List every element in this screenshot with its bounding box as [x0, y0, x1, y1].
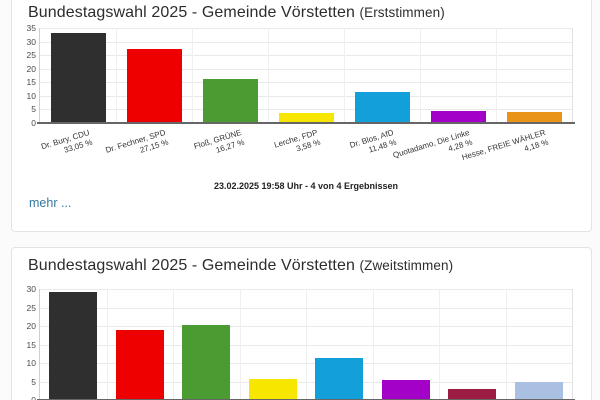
gridline-vertical — [506, 289, 507, 400]
gridline-horizontal — [40, 41, 572, 43]
y-axis-tick: 0 — [31, 118, 36, 128]
bar — [116, 330, 164, 400]
gridline-vertical — [116, 28, 117, 123]
zweitstimmen-chart-title: Bundestagswahl 2025 - Gemeinde Vörstette… — [28, 257, 453, 275]
gridline-vertical — [306, 289, 307, 400]
bar — [182, 325, 230, 400]
results-timestamp: 23.02.2025 19:58 Uhr - 4 von 4 Ergebniss… — [213, 181, 399, 191]
gridline-vertical — [107, 289, 108, 400]
gridline-vertical — [240, 289, 241, 400]
gridline-vertical — [420, 28, 421, 123]
y-axis-tick: 0 — [31, 395, 36, 400]
bar — [507, 112, 562, 123]
y-axis-tick: 15 — [26, 339, 36, 350]
y-axis-tick: 10 — [26, 90, 36, 101]
bar — [448, 389, 496, 400]
erststimmen-bar-chart: 0 5 10 15 20 25 30 35 Dr. Bury, CDU 33,05 % Dr. Fe… — [27, 23, 575, 162]
y-axis-tick: 5 — [31, 376, 36, 387]
erststimmen-card: Bundestagswahl 2025 - Gemeinde Vörstette… — [11, 0, 592, 232]
bar — [315, 358, 363, 400]
y-axis-tick: 25 — [26, 302, 36, 313]
bar — [382, 380, 430, 400]
y-axis-tick: 20 — [26, 321, 36, 331]
more-link[interactable]: mehr ... — [29, 196, 72, 210]
y-axis-tick: 30 — [26, 284, 36, 294]
bar — [249, 379, 297, 400]
gridline-vertical — [268, 28, 269, 123]
gridline-horizontal — [40, 68, 572, 70]
gridline-vertical — [173, 289, 174, 400]
bar — [49, 292, 97, 400]
gridline-vertical — [373, 289, 374, 400]
chart-title-sub: (Erststimmen) — [359, 5, 445, 20]
gridline-vertical — [344, 28, 345, 123]
y-axis-tick: 15 — [26, 77, 36, 88]
gridline-horizontal — [40, 109, 572, 111]
bar — [279, 113, 334, 123]
gridline-horizontal — [40, 55, 572, 57]
bar — [127, 49, 182, 123]
bar — [51, 33, 106, 123]
x-axis-line — [37, 122, 575, 124]
gridline-vertical — [439, 289, 440, 400]
zweitstimmen-card: Bundestagswahl 2025 - Gemeinde Vörstette… — [11, 247, 592, 400]
y-axis-tick: 5 — [31, 104, 36, 115]
bar — [203, 79, 258, 123]
erststimmen-chart-title: Bundestagswahl 2025 - Gemeinde Vörstette… — [28, 4, 445, 22]
chart-title-main: Bundestagswahl 2025 - Gemeinde Vörstette… — [28, 4, 355, 21]
chart-title-main: Bundestagswahl 2025 - Gemeinde Vörstette… — [28, 257, 355, 274]
y-axis-tick: 35 — [26, 23, 36, 33]
bar — [355, 92, 410, 123]
bar — [515, 382, 563, 400]
gridline-horizontal — [40, 82, 572, 84]
gridline-vertical — [192, 28, 193, 123]
gridline-horizontal — [40, 95, 572, 97]
chart-title-sub: (Zweitstimmen) — [359, 258, 454, 273]
y-axis-tick: 20 — [26, 63, 36, 74]
y-axis-tick: 25 — [26, 50, 36, 61]
y-axis-tick: 30 — [26, 36, 36, 47]
bar — [431, 111, 486, 123]
y-axis-tick: 10 — [26, 358, 36, 368]
zweitstimmen-bar-chart: 0 5 10 15 20 25 30 — [27, 284, 575, 400]
gridline-horizontal — [40, 28, 572, 29]
gridline-vertical — [496, 28, 497, 123]
